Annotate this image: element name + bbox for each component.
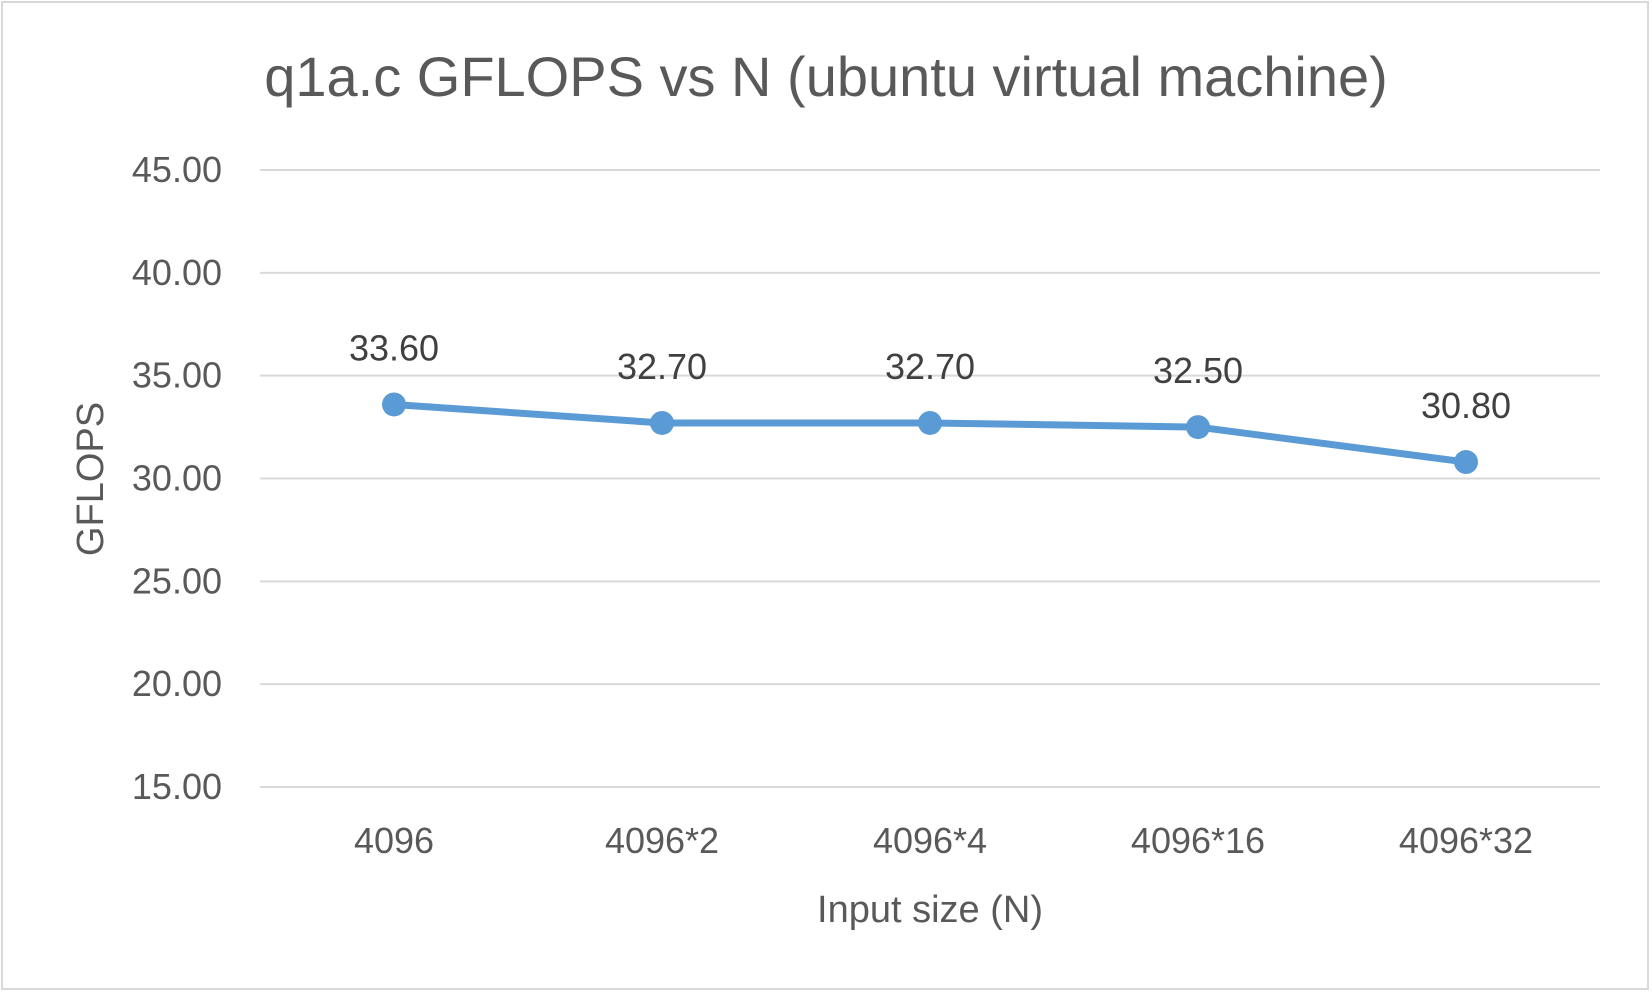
- x-tick-label: 4096*32: [1399, 820, 1533, 861]
- data-point: [918, 410, 942, 435]
- y-tick-label: 25.00: [132, 560, 222, 601]
- y-tick-label: 30.00: [132, 458, 222, 499]
- y-tick-label: 20.00: [132, 663, 222, 704]
- x-axis-ticks: 4096 4096*2 4096*4 4096*16 4096*32: [354, 820, 1533, 861]
- x-tick-label: 4096: [354, 820, 434, 861]
- x-tick-label: 4096*16: [1131, 820, 1265, 861]
- grid-lines: [260, 169, 1600, 788]
- x-tick-label: 4096*2: [605, 820, 719, 861]
- y-tick-label: 40.00: [132, 252, 222, 293]
- data-label: 33.60: [349, 327, 439, 368]
- data-label: 32.70: [885, 346, 975, 387]
- y-axis-ticks: 15.00 20.00 25.00 30.00 35.00 40.00 45.00: [132, 149, 222, 807]
- y-tick-label: 45.00: [132, 149, 222, 190]
- data-point: [650, 410, 674, 435]
- data-point: [1186, 415, 1210, 440]
- y-axis-title: GFLOPS: [70, 402, 112, 556]
- data-point: [382, 392, 406, 417]
- data-point: [1454, 450, 1478, 475]
- x-tick-label: 4096*4: [873, 820, 987, 861]
- x-axis-title: Input size (N): [817, 889, 1043, 931]
- series-gflops: 33.60 32.70 32.70 32.50 30.80: [349, 327, 1511, 475]
- chart-title: q1a.c GFLOPS vs N (ubuntu virtual machin…: [264, 45, 1388, 108]
- data-label: 32.70: [617, 346, 707, 387]
- y-tick-label: 35.00: [132, 355, 222, 396]
- y-tick-label: 15.00: [132, 766, 222, 807]
- data-label: 32.50: [1153, 350, 1243, 391]
- data-label: 30.80: [1421, 385, 1511, 426]
